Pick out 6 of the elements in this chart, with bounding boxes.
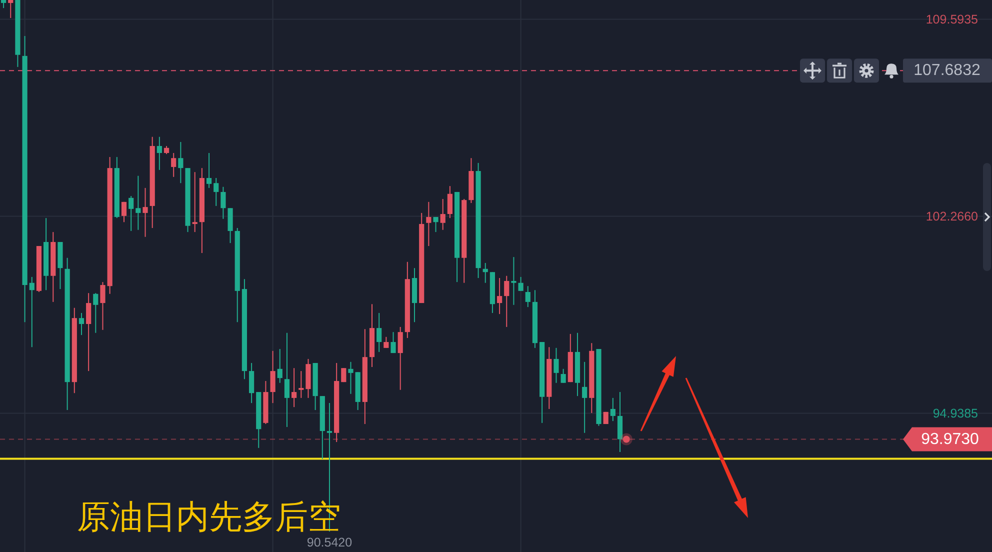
y-tick-label: 102.2660 [926,209,978,224]
y-tick-label: 109.5935 [926,12,978,26]
y-tick-label: 94.9385 [932,406,978,420]
ref-line-label: 107.6832 [914,62,980,80]
annotation: 90.5420 [306,536,352,550]
ref-line-label: 93.9730 [921,430,980,448]
